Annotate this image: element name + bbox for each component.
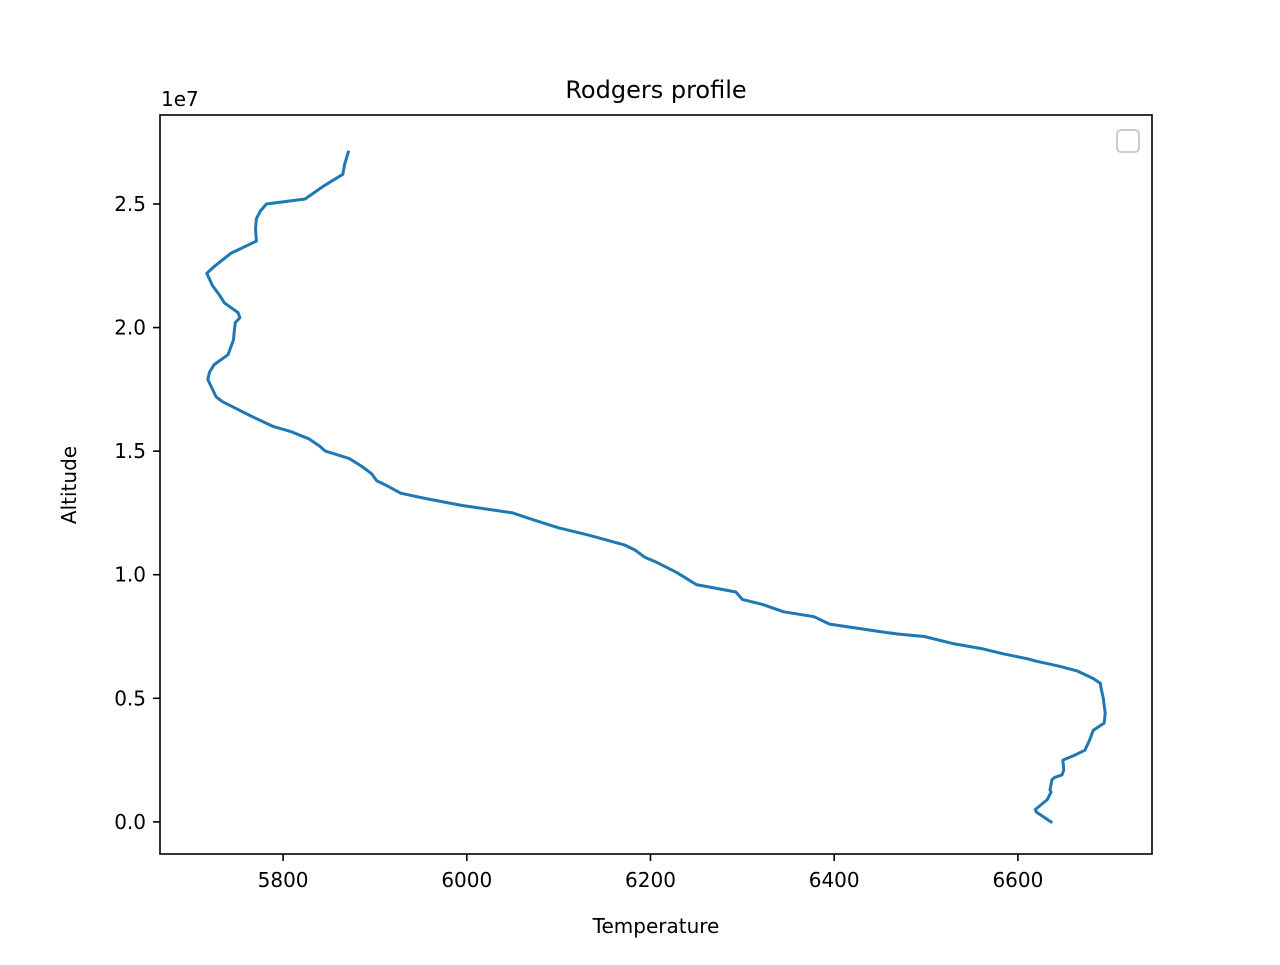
y-tick-label: 2.0 — [114, 316, 146, 340]
series-line — [205, 150, 1107, 824]
y-tick-label: 0.0 — [114, 810, 146, 834]
y-tick-label: 1.5 — [114, 439, 146, 463]
x-axis-label: Temperature — [592, 914, 720, 938]
x-tick-label: 6000 — [441, 868, 492, 892]
x-axis-ticks: 5800 6000 6200 6400 6600 — [258, 854, 1043, 892]
x-tick-label: 6600 — [992, 868, 1043, 892]
x-tick-label: 6200 — [625, 868, 676, 892]
plot-frame — [159, 114, 1153, 855]
x-tick-label: 5800 — [258, 868, 309, 892]
x-tick-label: 6400 — [809, 868, 860, 892]
y-tick-label: 0.5 — [114, 686, 146, 710]
legend-box — [1116, 129, 1140, 153]
y-axis-offset-label: 1e7 — [161, 87, 199, 111]
y-tick-label: 1.0 — [114, 563, 146, 587]
y-tick-label: 2.5 — [114, 192, 146, 216]
chart-title: Rodgers profile — [565, 76, 746, 104]
y-axis-label: Altitude — [57, 446, 81, 524]
y-axis-ticks: 0.0 0.5 1.0 1.5 2.0 2.5 — [114, 192, 160, 834]
